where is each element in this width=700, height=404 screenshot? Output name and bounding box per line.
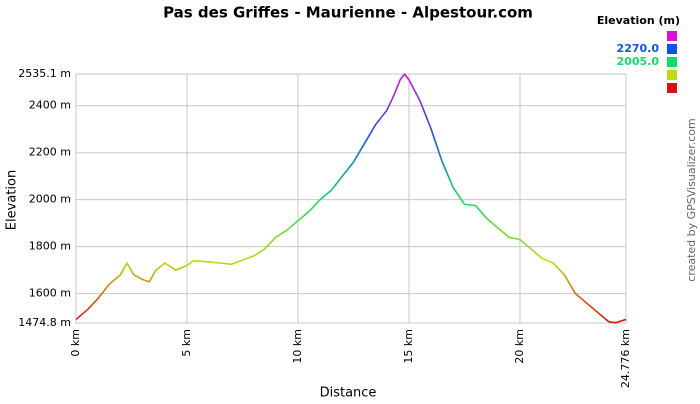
x-tick-label: 10 km [291,329,304,364]
y-tick-label: 2535.1 m [18,67,71,80]
y-tick-label: 1600 m [29,287,71,300]
legend-swatch [667,83,677,93]
plot-background [75,73,627,324]
x-tick-label: 20 km [513,329,526,364]
legend-swatch [667,70,677,80]
legend-swatch [667,57,677,67]
y-axis-title: Elevation [5,170,20,230]
elevation-line [75,73,627,324]
x-tick-label: 15 km [402,329,415,364]
legend-label: 2005.0 [617,55,660,68]
legend-swatch [667,44,677,54]
legend-label: 2270.0 [617,42,660,55]
x-tick-label: 5 km [180,329,193,357]
y-tick-label: 2000 m [29,193,71,206]
credit: created by GPSVisualizer.com [685,118,698,281]
y-tick-label: 1474.8 m [18,316,71,329]
legend-swatch [667,31,677,41]
legend-title: Elevation (m) [597,14,680,27]
x-axis-title: Distance [320,386,377,401]
x-tick-label: 0 km [69,329,82,357]
chart-title: Pas des Griffes - Maurienne - Alpestour.… [163,4,533,22]
y-tick-label: 2400 m [29,99,71,112]
y-tick-label: 2200 m [29,146,71,159]
x-tick-label: 24.776 km [619,329,632,388]
y-tick-label: 1800 m [29,240,71,253]
